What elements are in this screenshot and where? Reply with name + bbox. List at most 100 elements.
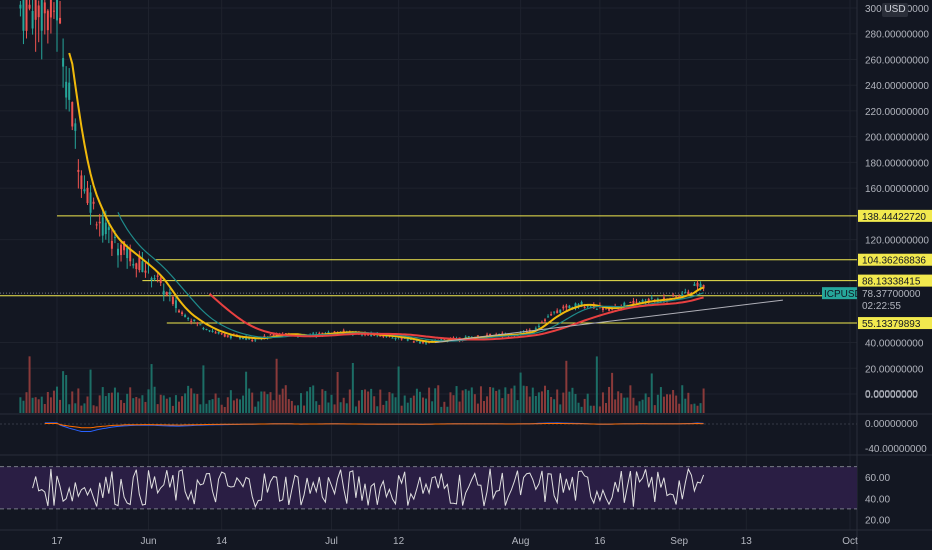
volume-bar	[437, 385, 440, 413]
price-tick-label: 40.00000000	[865, 339, 924, 350]
volume-bar	[357, 400, 360, 413]
volume-bar	[696, 405, 699, 413]
volume-bar	[202, 365, 205, 413]
volume-bar	[135, 396, 138, 413]
volume-bar	[504, 387, 507, 413]
volume-bar	[495, 390, 498, 413]
volume-bar	[120, 400, 123, 413]
volume-bar	[77, 388, 80, 413]
volume-bar	[662, 396, 665, 413]
candle-body	[242, 337, 245, 340]
volume-bar	[397, 366, 400, 413]
volume-bar	[132, 398, 135, 413]
last-price-tag	[858, 287, 932, 312]
candle-body	[174, 300, 177, 309]
volume-bar	[623, 397, 626, 413]
candle-body	[49, 0, 52, 18]
price-tick-label: 200.00000000	[865, 133, 929, 144]
volume-bar	[354, 406, 357, 413]
time-tick-label: 13	[741, 536, 753, 547]
candle-body	[391, 337, 394, 339]
candle-body	[117, 248, 119, 256]
slow-ma-line	[208, 292, 704, 341]
candle-body	[254, 339, 257, 341]
volume-bar	[306, 391, 309, 413]
volume-bar	[641, 399, 644, 413]
volume-bar	[309, 387, 312, 413]
candle-body	[211, 330, 214, 332]
candle-body	[101, 217, 104, 236]
volume-bar	[565, 360, 568, 413]
time-tick-label: Sep	[670, 536, 688, 547]
rsi-tick-label: 40.00	[865, 494, 890, 505]
price-tick-label: 0.00000000	[865, 390, 918, 401]
volume-bar	[653, 405, 656, 413]
macd-pane	[0, 422, 857, 432]
volume-bar	[632, 397, 635, 413]
candle-body	[34, 0, 37, 20]
candle-body	[486, 334, 489, 336]
volume-bar	[28, 356, 31, 413]
volume-bar	[580, 406, 583, 413]
volume-bar	[464, 389, 467, 413]
volume-bar	[693, 403, 696, 413]
candle-body	[601, 306, 604, 311]
volume-bar	[367, 391, 370, 413]
volume-bar	[239, 399, 241, 413]
volume-bar	[339, 402, 342, 413]
last-price-label: 78.37700000	[862, 289, 921, 300]
candle-body	[650, 297, 653, 299]
volume-bar	[251, 392, 254, 413]
candle-body	[629, 301, 632, 303]
volume-bar	[550, 396, 553, 413]
volume-bar	[702, 388, 705, 413]
time-tick-label: 14	[216, 536, 228, 547]
time-axis[interactable]: 17 Jun 14 Jul 12 Aug 16 Sep 13 Oct	[51, 536, 858, 547]
candle-body	[553, 311, 556, 313]
volume-bar	[614, 399, 617, 413]
volume-bar	[617, 391, 620, 413]
volume-bar	[431, 401, 434, 413]
candle-body	[110, 240, 113, 249]
candle-body	[25, 0, 28, 31]
volume-bar	[86, 396, 89, 413]
volume-bar	[80, 405, 83, 413]
volume-bar	[83, 403, 86, 413]
volume-bar	[672, 390, 675, 413]
price-tick-label: 240.00000000	[865, 81, 929, 92]
volume-bar	[592, 405, 595, 413]
candle-body	[394, 338, 397, 340]
symbol-tag-label: ICPUSD	[824, 289, 862, 300]
candle-body	[107, 227, 110, 231]
trend-line	[435, 299, 783, 344]
candle-body	[574, 303, 577, 308]
price-tick-label: 160.00000000	[865, 184, 929, 195]
volume-bar	[476, 403, 479, 413]
candle-body	[123, 241, 126, 251]
volume-bar	[605, 403, 607, 413]
volume-bar	[260, 391, 263, 413]
volume-bar	[245, 371, 248, 413]
candle-body	[86, 187, 89, 204]
volume-bar	[138, 398, 141, 413]
volume-bar	[65, 375, 68, 413]
level-tag	[858, 317, 932, 330]
volume-bar	[537, 392, 540, 413]
volume-bar	[278, 394, 281, 413]
candle-body	[199, 324, 202, 326]
currency-badge[interactable]: USD	[882, 3, 908, 17]
level-tag-label: 138.44422720	[862, 212, 926, 223]
candle-body	[71, 102, 74, 127]
volume-bar	[361, 390, 363, 413]
candle-body	[333, 331, 336, 334]
candle-body	[144, 270, 147, 273]
volume-bar	[153, 386, 156, 413]
volume-bar	[248, 388, 251, 413]
candle-body	[467, 336, 470, 338]
candle-body	[559, 309, 562, 313]
volume-bar	[467, 390, 470, 413]
price-axis[interactable]: 300.00000000280.00000000260.00000000240.…	[865, 4, 929, 526]
time-tick-label: 17	[51, 536, 63, 547]
macd-tick-label: 0.00000000	[865, 419, 918, 430]
